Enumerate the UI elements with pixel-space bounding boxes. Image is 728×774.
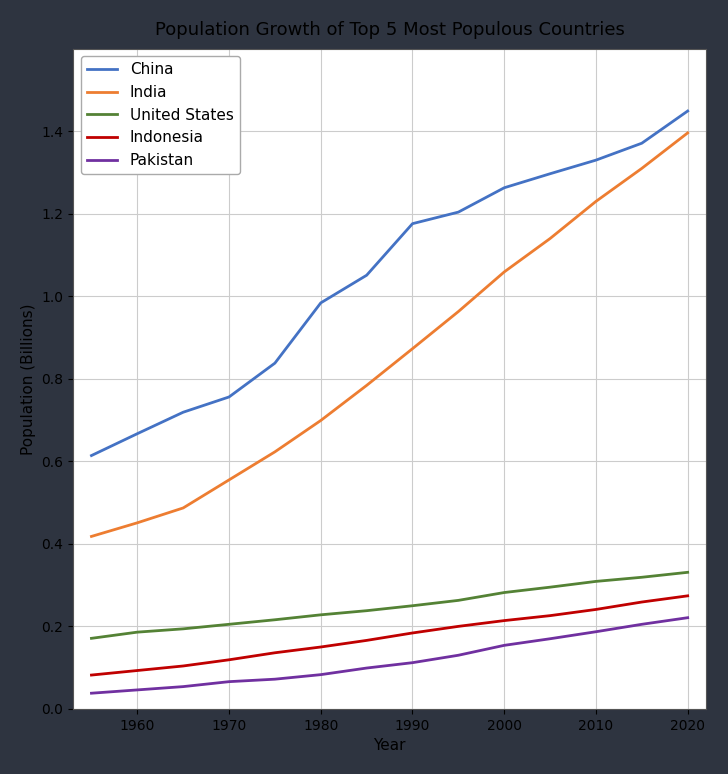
China bbox=[638, 139, 646, 148]
India bbox=[225, 475, 234, 485]
China bbox=[225, 392, 234, 402]
Pakistan bbox=[454, 651, 463, 660]
India bbox=[592, 197, 601, 206]
X-axis label: Year: Year bbox=[373, 738, 405, 753]
Pakistan bbox=[133, 685, 142, 694]
Indonesia bbox=[271, 648, 280, 657]
China bbox=[454, 207, 463, 217]
India bbox=[87, 532, 96, 541]
China bbox=[363, 271, 371, 280]
China bbox=[179, 408, 188, 417]
Pakistan bbox=[546, 634, 555, 643]
Line: Pakistan: Pakistan bbox=[92, 618, 688, 694]
Indonesia bbox=[225, 655, 234, 664]
Legend: China, India, United States, Indonesia, Pakistan: China, India, United States, Indonesia, … bbox=[81, 57, 240, 174]
India bbox=[638, 164, 646, 173]
United States bbox=[454, 596, 463, 605]
United States bbox=[317, 610, 325, 619]
United States bbox=[684, 567, 692, 577]
Pakistan bbox=[592, 627, 601, 636]
India bbox=[363, 381, 371, 390]
China bbox=[133, 429, 142, 438]
Pakistan bbox=[638, 620, 646, 629]
Pakistan bbox=[500, 641, 509, 650]
China bbox=[317, 298, 325, 307]
China bbox=[684, 106, 692, 115]
Title: Population Growth of Top 5 Most Populous Countries: Population Growth of Top 5 Most Populous… bbox=[154, 21, 625, 39]
Pakistan bbox=[317, 670, 325, 680]
United States bbox=[271, 615, 280, 625]
Indonesia bbox=[408, 628, 417, 638]
United States bbox=[408, 601, 417, 611]
Indonesia bbox=[546, 611, 555, 620]
Pakistan bbox=[363, 663, 371, 673]
United States bbox=[87, 634, 96, 643]
United States bbox=[638, 573, 646, 582]
Pakistan bbox=[87, 689, 96, 698]
Pakistan bbox=[271, 674, 280, 683]
India bbox=[684, 128, 692, 138]
United States bbox=[133, 628, 142, 637]
United States bbox=[546, 583, 555, 592]
India bbox=[133, 518, 142, 527]
India bbox=[271, 447, 280, 457]
Indonesia bbox=[317, 642, 325, 652]
Line: China: China bbox=[92, 111, 688, 456]
Indonesia bbox=[684, 591, 692, 601]
Indonesia bbox=[179, 661, 188, 670]
Indonesia bbox=[87, 670, 96, 680]
India bbox=[179, 503, 188, 512]
India bbox=[454, 307, 463, 317]
United States bbox=[500, 588, 509, 598]
India bbox=[408, 344, 417, 353]
India bbox=[546, 234, 555, 243]
China bbox=[271, 358, 280, 368]
China bbox=[408, 219, 417, 228]
Pakistan bbox=[179, 682, 188, 691]
Indonesia bbox=[133, 666, 142, 675]
China bbox=[500, 183, 509, 193]
United States bbox=[225, 620, 234, 629]
Indonesia bbox=[500, 616, 509, 625]
Indonesia bbox=[638, 598, 646, 607]
Line: India: India bbox=[92, 133, 688, 536]
Pakistan bbox=[408, 658, 417, 667]
Line: Indonesia: Indonesia bbox=[92, 596, 688, 675]
China bbox=[87, 451, 96, 461]
India bbox=[317, 416, 325, 425]
United States bbox=[592, 577, 601, 586]
United States bbox=[363, 606, 371, 615]
United States bbox=[179, 624, 188, 633]
Indonesia bbox=[454, 622, 463, 631]
Pakistan bbox=[684, 613, 692, 622]
India bbox=[500, 267, 509, 276]
Line: United States: United States bbox=[92, 572, 688, 639]
Pakistan bbox=[225, 677, 234, 687]
Y-axis label: Population (Billions): Population (Billions) bbox=[21, 303, 36, 454]
China bbox=[592, 156, 601, 165]
Indonesia bbox=[363, 635, 371, 645]
Indonesia bbox=[592, 604, 601, 614]
China bbox=[546, 169, 555, 178]
